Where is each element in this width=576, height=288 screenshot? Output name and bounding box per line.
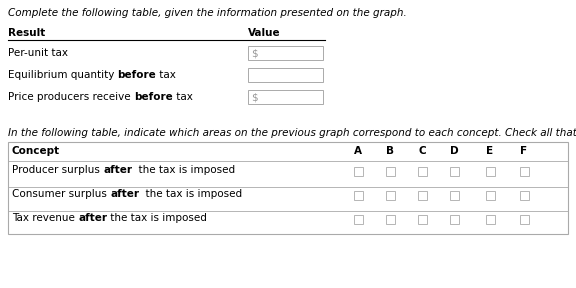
Text: Complete the following table, given the information presented on the graph.: Complete the following table, given the … [8,8,407,18]
Bar [449,167,458,176]
Bar [486,191,495,200]
Text: Consumer surplus: Consumer surplus [12,189,110,199]
Bar [385,215,395,224]
Text: after: after [78,213,107,223]
Text: Price producers receive: Price producers receive [8,92,134,102]
Text: C: C [418,146,426,156]
Bar [520,191,529,200]
Bar [354,215,362,224]
Bar [385,191,395,200]
Text: the tax is imposed: the tax is imposed [132,165,235,175]
Bar [418,191,426,200]
Text: after: after [103,165,132,175]
Text: $: $ [251,48,257,58]
Bar [449,215,458,224]
Text: after: after [110,189,139,199]
Bar [354,167,362,176]
Bar [486,167,495,176]
Text: Value: Value [248,28,281,38]
Bar [486,215,495,224]
Text: F: F [521,146,528,156]
Text: Producer surplus: Producer surplus [12,165,103,175]
Text: Tax revenue: Tax revenue [12,213,78,223]
Bar [248,90,323,104]
Text: Equilibrium quantity: Equilibrium quantity [8,70,118,80]
Bar [385,167,395,176]
Text: D: D [450,146,458,156]
Bar [248,68,323,82]
Text: the tax is imposed: the tax is imposed [107,213,207,223]
Text: In the following table, indicate which areas on the previous graph correspond to: In the following table, indicate which a… [8,128,576,138]
Text: the tax is imposed: the tax is imposed [139,189,242,199]
Bar [418,215,426,224]
Text: before: before [134,92,173,102]
Bar [449,191,458,200]
Bar [248,46,323,60]
Text: tax: tax [156,70,176,80]
Bar [8,142,568,234]
Text: Result: Result [8,28,46,38]
Text: before: before [118,70,156,80]
Bar [520,167,529,176]
Text: B: B [386,146,394,156]
Text: E: E [487,146,494,156]
Bar [354,191,362,200]
Text: Concept: Concept [12,146,60,156]
Text: A: A [354,146,362,156]
Text: Per-unit tax: Per-unit tax [8,48,68,58]
Bar [520,215,529,224]
Text: $: $ [251,92,257,102]
Bar [418,167,426,176]
Text: tax: tax [173,92,192,102]
